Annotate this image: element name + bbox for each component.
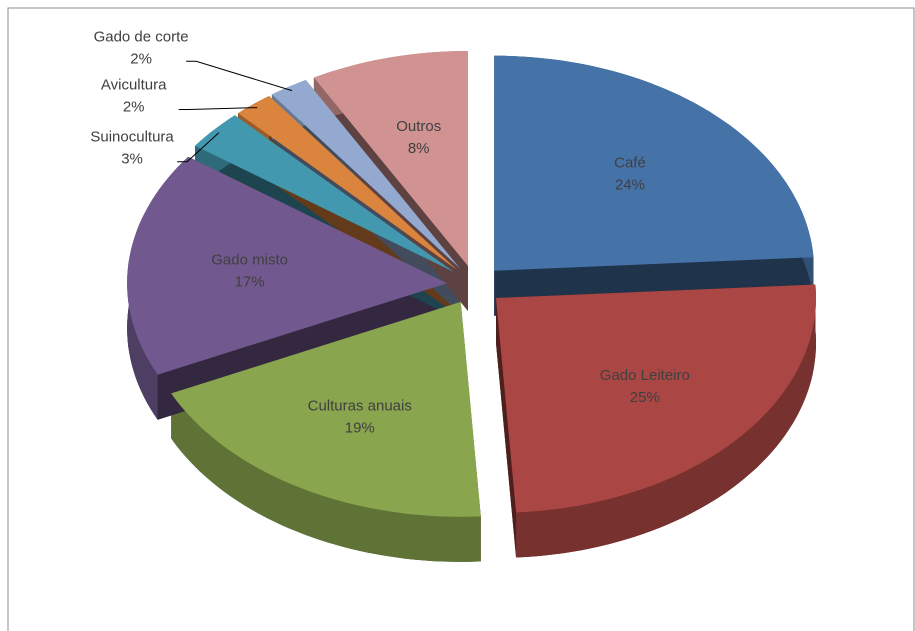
slice bbox=[171, 301, 481, 517]
side-arc bbox=[171, 393, 481, 562]
leader-line bbox=[177, 132, 220, 163]
slice-label: Gado misto bbox=[211, 252, 288, 269]
slice bbox=[127, 156, 448, 375]
slice bbox=[496, 284, 816, 513]
slice bbox=[271, 80, 460, 269]
slice-label: Suinocultura bbox=[90, 129, 174, 146]
slice-label: Café bbox=[614, 155, 646, 172]
slice bbox=[313, 51, 468, 266]
slice-value-label: 2% bbox=[130, 50, 152, 67]
slice-label: Gado de corte bbox=[94, 28, 189, 45]
slice-value-label: 8% bbox=[408, 140, 430, 157]
slice-label: Outros bbox=[396, 118, 441, 135]
slice bbox=[195, 115, 454, 272]
leader-line bbox=[186, 60, 293, 92]
slice-value-label: 2% bbox=[123, 98, 145, 115]
pie-tops bbox=[127, 51, 816, 517]
slice-value-label: 3% bbox=[121, 151, 143, 168]
slice-value-label: 17% bbox=[235, 274, 265, 291]
slice-label: Gado Leiteiro bbox=[600, 367, 690, 384]
side-arc bbox=[516, 284, 816, 558]
slice-value-label: 24% bbox=[615, 177, 645, 194]
slice-label: Avicultura bbox=[101, 76, 167, 93]
slice bbox=[494, 55, 814, 271]
chart-frame bbox=[7, 7, 915, 631]
slice-value-label: 25% bbox=[630, 389, 660, 406]
slice-value-label: 19% bbox=[345, 420, 375, 437]
side-edge bbox=[496, 298, 517, 558]
slice bbox=[238, 96, 458, 270]
slice-label: Culturas anuais bbox=[308, 398, 412, 415]
leader-line bbox=[178, 107, 258, 110]
